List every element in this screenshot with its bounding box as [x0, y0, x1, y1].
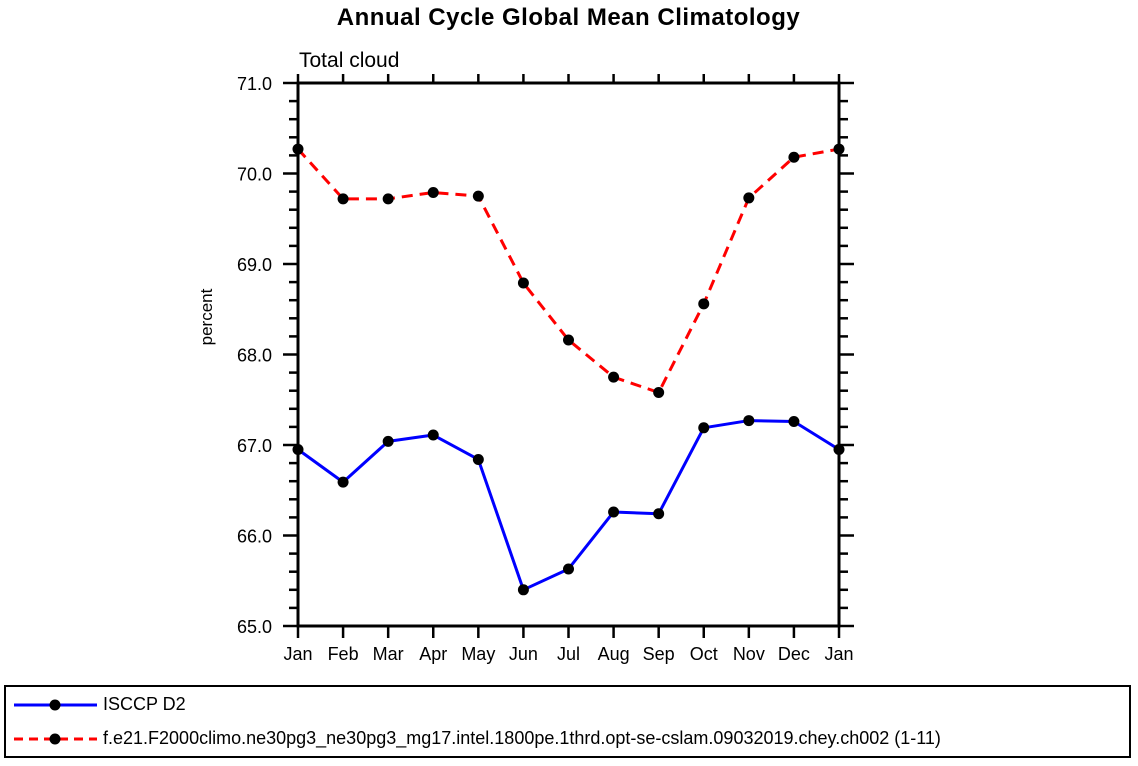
x-tick-label: Jan	[824, 644, 853, 664]
legend-label-isccp-d2: ISCCP D2	[103, 694, 186, 714]
chart-title: Annual Cycle Global Mean Climatology	[336, 4, 801, 31]
f-e21-f2000climo-ne30pg3-ne3-marker	[472, 190, 484, 202]
f-e21-f2000climo-ne30pg3-ne3-marker	[698, 298, 710, 310]
f-e21-f2000climo-ne30pg3-ne3-marker	[788, 151, 800, 163]
isccp-d2-marker	[563, 563, 574, 575]
y-tick-label: 67.0	[237, 436, 272, 456]
isccp-d2-marker	[337, 476, 349, 488]
f-e21-f2000climo-ne30pg3-ne3-marker	[382, 193, 394, 205]
isccp-d2-marker	[743, 415, 755, 427]
x-tick-label: Aug	[598, 644, 630, 664]
isccp-d2-marker	[608, 506, 620, 518]
marker-dot-icon	[49, 733, 61, 744]
y-tick-label: 69.0	[237, 255, 272, 275]
isccp-d2-marker	[698, 422, 710, 434]
marker-dot-icon	[49, 699, 61, 710]
x-tick-label: Nov	[733, 644, 765, 664]
legend-swatch-isccp-d2	[14, 699, 97, 710]
y-tick-label: 70.0	[237, 165, 272, 185]
x-tick-label: Dec	[778, 644, 810, 664]
isccp-d2-marker	[382, 435, 394, 447]
f-e21-f2000climo-ne30pg3-ne3-line	[296, 147, 840, 395]
f-e21-f2000climo-ne30pg3-ne3-marker	[337, 193, 349, 205]
chart-subtitle: Total cloud	[299, 49, 400, 72]
isccp-d2-marker	[788, 415, 800, 427]
isccp-d2-marker	[292, 444, 304, 456]
x-tick-label: Jun	[509, 644, 538, 664]
isccp-d2-marker	[427, 429, 439, 441]
isccp-d2-marker	[472, 453, 484, 465]
y-tick-label: 68.0	[237, 346, 272, 366]
f-e21-f2000climo-ne30pg3-ne3-marker	[292, 143, 304, 155]
f-e21-f2000climo-ne30pg3-ne3-marker	[608, 371, 620, 383]
x-tick-label: May	[461, 644, 495, 664]
y-tick-label: 65.0	[237, 617, 272, 637]
f-e21-f2000climo-ne30pg3-ne3-marker	[563, 334, 574, 346]
legend-item-model-run: f.e21.F2000climo.ne30pg3_ne30pg3_mg17.in…	[11, 722, 1129, 756]
legend-box: ISCCP D2 f.e21.F2000climo.ne30pg3_ne30pg…	[4, 685, 1131, 758]
x-tick-label: Apr	[419, 644, 447, 664]
x-tick-label: Mar	[373, 644, 404, 664]
f-e21-f2000climo-ne30pg3-ne3-marker	[833, 143, 845, 155]
x-tick-label: Oct	[690, 644, 718, 664]
y-tick-label: 71.0	[237, 74, 272, 94]
f-e21-f2000climo-ne30pg3-ne3-marker	[743, 192, 755, 204]
legend-label-model-run: f.e21.F2000climo.ne30pg3_ne30pg3_mg17.in…	[103, 728, 941, 748]
f-e21-f2000climo-ne30pg3-ne3-marker	[517, 277, 529, 289]
isccp-d2-marker	[653, 508, 665, 520]
legend-swatch-model-run	[14, 733, 97, 744]
f-e21-f2000climo-ne30pg3-ne3-marker	[427, 187, 439, 199]
legend-item-isccp-d2: ISCCP D2	[11, 688, 1129, 722]
x-tick-label: Sep	[643, 644, 675, 664]
x-tick-label: Jan	[283, 644, 312, 664]
isccp-d2-marker	[517, 584, 529, 596]
plot-area: 71.0 70.0 69.0 68.0 67.0 66.0 65.0 Jan Feb Mar Apr…	[237, 74, 854, 664]
x-tick-label: Feb	[328, 644, 359, 664]
x-tick-label: Jul	[557, 644, 580, 664]
isccp-d2-marker	[833, 444, 845, 456]
f-e21-f2000climo-ne30pg3-ne3-marker	[653, 387, 665, 399]
plot-frame	[296, 81, 841, 628]
y-tick-label: 66.0	[237, 527, 272, 547]
